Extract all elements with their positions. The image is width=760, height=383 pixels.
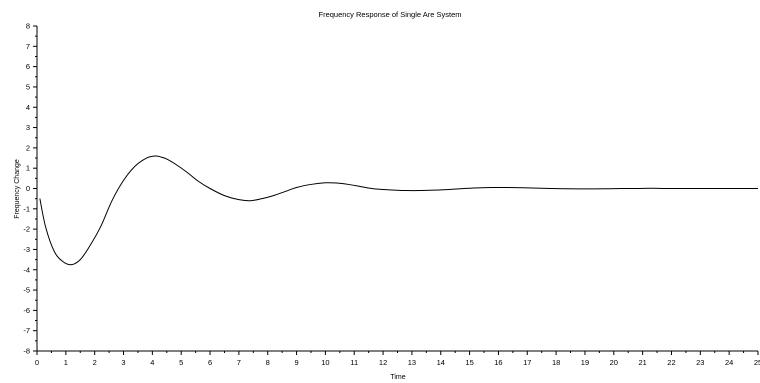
x-tick-label: 20 bbox=[610, 358, 618, 367]
y-tick-label: 0 bbox=[26, 184, 30, 193]
y-tick-label: 8 bbox=[26, 22, 30, 31]
y-tick-label: 2 bbox=[26, 143, 30, 152]
y-tick-label: 5 bbox=[26, 82, 30, 91]
x-tick-label: 15 bbox=[465, 358, 473, 367]
y-axis-label: Frequency Change bbox=[14, 159, 21, 219]
x-tick-label: 1 bbox=[64, 358, 68, 367]
x-tick-label: 8 bbox=[266, 358, 270, 367]
x-tick-label: 24 bbox=[725, 358, 733, 367]
x-tick-label: 11 bbox=[350, 358, 358, 367]
y-tick-label: -5 bbox=[23, 286, 30, 295]
y-tick-label: 7 bbox=[26, 42, 30, 51]
series-line bbox=[39, 155, 758, 266]
x-tick-label: 22 bbox=[667, 358, 675, 367]
y-tick-label: -7 bbox=[23, 326, 30, 335]
x-tick-label: 21 bbox=[638, 358, 646, 367]
x-tick-label: 12 bbox=[379, 358, 387, 367]
x-tick-label: 0 bbox=[35, 358, 39, 367]
plot-area bbox=[39, 155, 758, 266]
y-tick-label: -1 bbox=[23, 204, 30, 213]
x-tick-label: 6 bbox=[208, 358, 212, 367]
x-tick-label: 2 bbox=[93, 358, 97, 367]
y-tick-label: -4 bbox=[23, 265, 30, 274]
x-tick-label: 14 bbox=[437, 358, 445, 367]
x-tick-label: 17 bbox=[523, 358, 531, 367]
y-tick-label: 4 bbox=[26, 103, 30, 112]
y-tick-label: 3 bbox=[26, 123, 30, 132]
x-tick-label: 25 bbox=[754, 358, 760, 367]
x-tick-label: 18 bbox=[552, 358, 560, 367]
y-tick-label: -2 bbox=[23, 225, 30, 234]
y-tick-label: 1 bbox=[26, 164, 30, 173]
x-tick-label: 13 bbox=[408, 358, 416, 367]
x-tick-label: 19 bbox=[581, 358, 589, 367]
y-tick-label: -3 bbox=[23, 245, 30, 254]
x-tick-label: 3 bbox=[121, 358, 125, 367]
x-tick-label: 9 bbox=[294, 358, 298, 367]
y-tick-label: -6 bbox=[23, 306, 30, 315]
x-axis-label: Time bbox=[390, 374, 405, 381]
ticks: 0 1 2 3 4 5 6 7 8 9 10 11 12 13 14 15 16 17 18 19 20 21 22 23 24… bbox=[23, 22, 760, 368]
y-tick-label: 6 bbox=[26, 62, 30, 71]
x-tick-label: 7 bbox=[237, 358, 241, 367]
chart-title: Frequency Response of Single Are System bbox=[319, 10, 462, 19]
x-tick-label: 23 bbox=[696, 358, 704, 367]
x-tick-label: 4 bbox=[150, 358, 154, 367]
x-tick-label: 10 bbox=[321, 358, 329, 367]
x-tick-label: 16 bbox=[494, 358, 502, 367]
x-tick-label: 5 bbox=[179, 358, 183, 367]
y-tick-label: -8 bbox=[23, 347, 30, 356]
